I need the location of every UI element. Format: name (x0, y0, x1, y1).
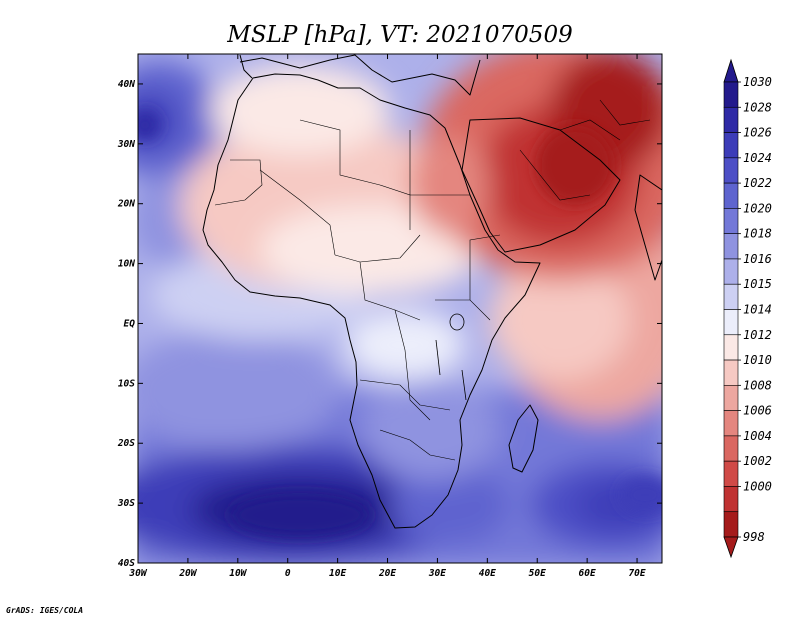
colorbar-swatch (723, 435, 739, 462)
lat-tick-label: 20S (117, 438, 135, 449)
map-title: MSLP [hPa], VT: 2021070509 (226, 22, 572, 48)
madagascar-coastline (508, 404, 539, 473)
colorbar-swatch (723, 486, 739, 513)
colorbar-swatch (723, 359, 739, 386)
africa-coastline (202, 73, 541, 529)
lake-malawi (461, 369, 467, 401)
colorbar-swatch (723, 157, 739, 184)
colorbar-label: 1012 (743, 328, 772, 342)
colorbar-swatch (723, 334, 739, 361)
lon-tick-label: 20E (378, 568, 396, 579)
colorbar-swatch (723, 132, 739, 159)
lon-tick-label: 60E (579, 568, 596, 579)
colorbar-label: 1020 (743, 201, 772, 215)
colorbar: 1030 1028 1026 1024 1022 1020 1018 1016 1015 1014… (723, 58, 772, 559)
iberia-coastline (239, 54, 253, 79)
colorbar-swatch (723, 81, 739, 108)
colorbar-swatch (723, 410, 739, 437)
colorbar-label: 1008 (743, 378, 772, 392)
lat-tick-label: EQ (124, 318, 136, 329)
colorbar-label: 1026 (743, 126, 772, 140)
colorbar-top-arrow (723, 58, 739, 83)
colorbar-label: 1006 (743, 404, 772, 418)
lat-tick-label: 30S (117, 498, 135, 509)
colorbar-bottom-arrow (723, 536, 739, 559)
colorbar-swatch (723, 233, 739, 260)
india-coastline (634, 174, 662, 281)
colorbar-label: 1016 (743, 252, 772, 266)
lat-tick-label: 10S (118, 378, 135, 389)
lon-tick-label: 30W (128, 568, 147, 579)
pressure-field-detail (138, 110, 662, 537)
colorbar-swatch (723, 385, 739, 411)
colorbar-label: 1014 (743, 303, 772, 317)
lon-tick-label: 50E (529, 568, 546, 579)
lon-tick-label: 10E (329, 568, 346, 579)
mediterranean-north-coast (239, 54, 481, 96)
lat-tick-label: 20N (117, 199, 135, 210)
lat-tick-label: 40N (118, 79, 135, 90)
colorbar-swatch (723, 283, 739, 310)
colorbar-label: 1018 (743, 227, 772, 241)
colorbar-label: 1028 (743, 100, 772, 114)
coastlines (202, 54, 662, 529)
colorbar-label: 998 (743, 530, 765, 544)
lake-victoria (449, 313, 465, 331)
colorbar-label: 1024 (743, 151, 772, 165)
colorbar-swatch (723, 106, 739, 133)
longitude-axis: 30W 20W 10W 0 10E 20E 30E 40E 50E 60E 70E (128, 54, 646, 579)
lat-tick-label: 40S (118, 558, 135, 569)
colorbar-label: 1022 (743, 176, 772, 190)
latitude-axis: 40N 30N 20N 10N EQ 10S 20S 30S 40S (117, 79, 662, 569)
colorbar-swatch (723, 511, 739, 538)
colorbar-swatch (723, 258, 739, 285)
lon-tick-label: 30E (428, 568, 446, 579)
lat-tick-label: 30N (117, 139, 135, 150)
colorbar-label: 1000 (743, 479, 772, 493)
colorbar-swatch (723, 460, 739, 487)
grads-credit: GrADS: IGES/COLA (6, 606, 83, 615)
colorbar-label: 1015 (743, 277, 772, 291)
lon-tick-label: 0 (285, 568, 291, 579)
lon-tick-label: 10W (229, 568, 247, 579)
map-area (138, 54, 662, 563)
political-borders (214, 99, 651, 461)
colorbar-label: 1030 (743, 75, 772, 89)
lakes (435, 313, 467, 401)
colorbar-label: 1010 (743, 353, 772, 367)
lon-tick-label: 70E (628, 568, 645, 579)
map-frame (137, 53, 663, 564)
lake-tanganyika (435, 339, 441, 376)
lon-tick-label: 40E (479, 568, 496, 579)
colorbar-swatch (723, 309, 739, 336)
colorbar-swatch (723, 208, 739, 234)
colorbar-label: 1002 (743, 454, 772, 468)
colorbar-label: 1004 (743, 429, 772, 443)
colorbar-swatch (723, 182, 739, 209)
lon-tick-label: 20W (178, 568, 197, 579)
lat-tick-label: 10N (118, 259, 135, 270)
